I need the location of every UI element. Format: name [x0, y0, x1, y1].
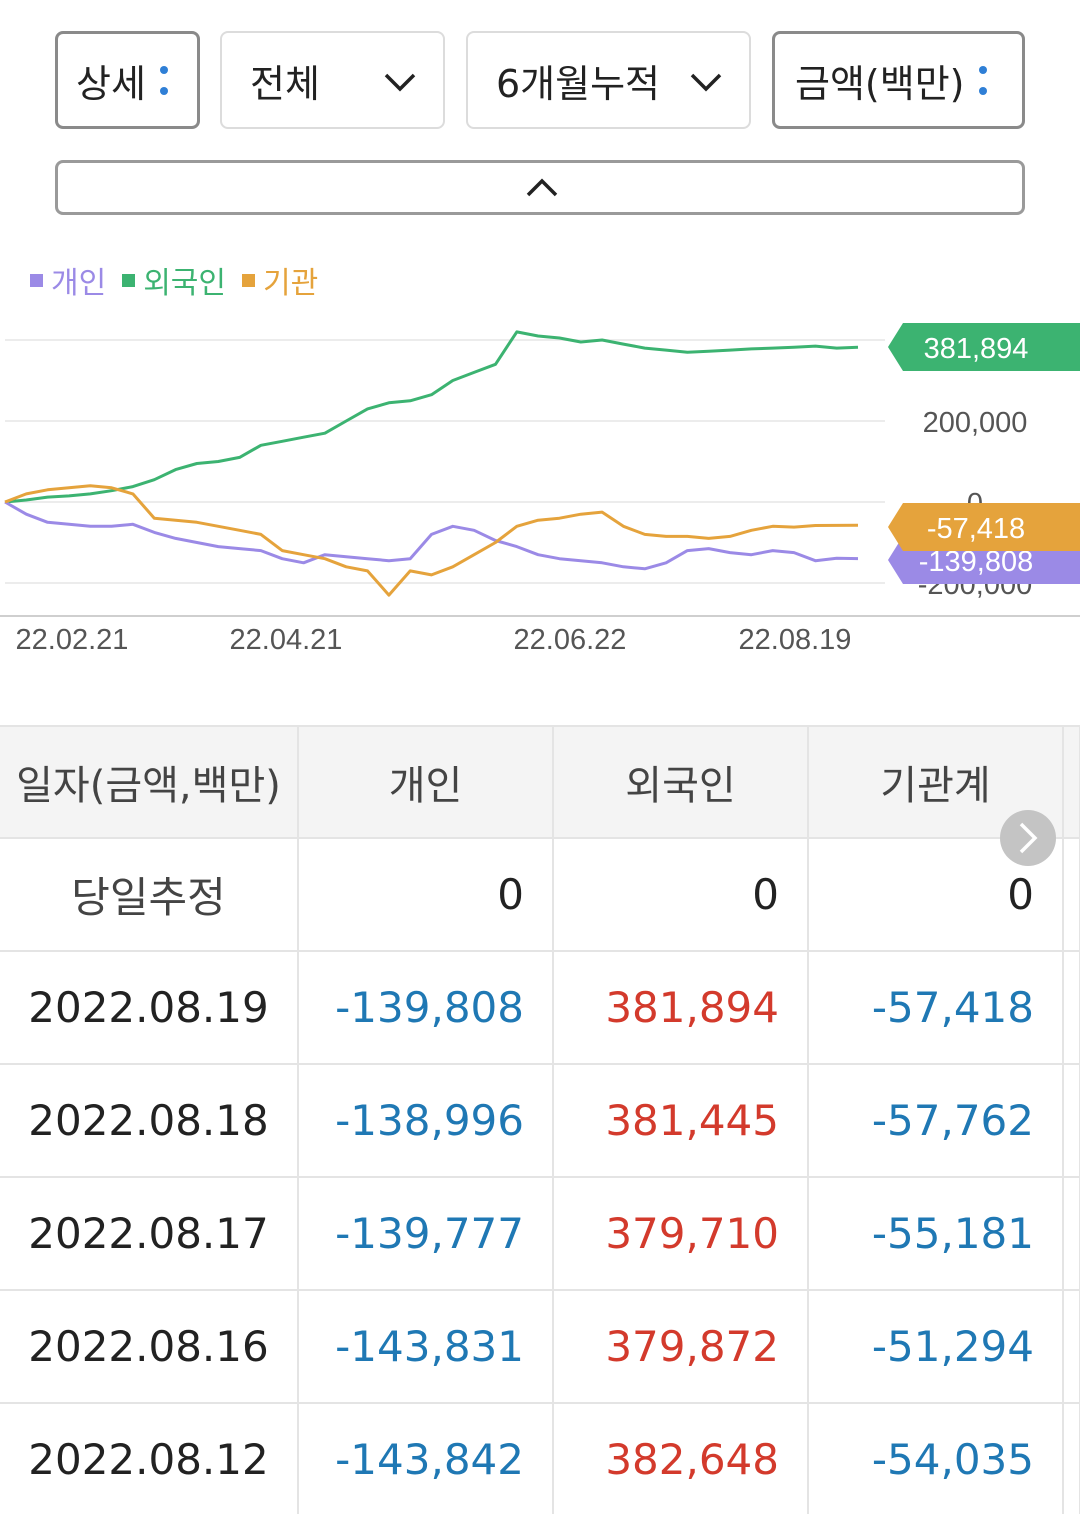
cell-date: 당일추정	[0, 838, 299, 952]
chart-legend: 개인 외국인 기관	[30, 258, 334, 302]
legend-item-individual[interactable]: 개인	[30, 258, 106, 302]
table-row: 2022.08.19 -139,808 381,894 -57,418	[0, 951, 1080, 1065]
cell-foreign: 0	[553, 838, 809, 952]
cell-filler	[1063, 1290, 1080, 1404]
cell-foreign: 379,710	[553, 1177, 809, 1291]
legend-swatch	[122, 273, 136, 287]
series-line[interactable]	[4, 500, 859, 571]
investor-table-container[interactable]: 일자(금액,백만) 개인 외국인 기관계 당일추정 0 0 0 2022.08.…	[0, 725, 1080, 1514]
cell-individual: -139,808	[298, 951, 554, 1065]
unit-menu-label: 금액(백만)	[795, 61, 965, 106]
cell-foreign: 381,894	[553, 951, 809, 1065]
x-tick-label: 22.02.21	[16, 624, 129, 656]
period-select-label: 6개월누적	[496, 61, 661, 106]
chevron-down-icon	[690, 73, 722, 92]
cell-date: 2022.08.17	[0, 1177, 299, 1291]
series-line[interactable]	[4, 330, 859, 504]
cell-date: 2022.08.18	[0, 1064, 299, 1178]
cell-individual: -143,842	[298, 1403, 554, 1514]
legend-item-foreign[interactable]: 외국인	[122, 258, 226, 302]
cell-institution: -54,035	[808, 1403, 1064, 1514]
period-select[interactable]: 6개월누적	[466, 31, 751, 129]
cell-foreign: 382,648	[553, 1403, 809, 1514]
unit-menu-button[interactable]: 금액(백만)	[772, 31, 1025, 129]
chevron-up-icon	[526, 178, 558, 197]
scroll-right-button[interactable]	[1000, 810, 1056, 866]
cell-institution: -51,294	[808, 1290, 1064, 1404]
cell-individual: -138,996	[298, 1064, 554, 1178]
cell-date: 2022.08.19	[0, 951, 299, 1065]
table-row: 2022.08.17 -139,777 379,710 -55,181	[0, 1177, 1080, 1291]
cell-filler	[1063, 951, 1080, 1065]
cell-foreign: 379,872	[553, 1290, 809, 1404]
detail-menu-button[interactable]: 상세	[55, 31, 200, 129]
x-tick-label: 22.08.19	[739, 624, 852, 656]
legend-swatch	[242, 273, 256, 287]
cell-filler	[1063, 1177, 1080, 1291]
cell-filler	[1063, 1064, 1080, 1178]
header-individual[interactable]: 개인	[298, 725, 554, 839]
last-value-label: -57,418	[927, 513, 1025, 545]
table-row: 2022.08.16 -143,831 379,872 -51,294	[0, 1290, 1080, 1404]
filter-bar: 상세 전체 6개월누적 금액(백만)	[0, 0, 1080, 230]
cell-institution: -57,762	[808, 1064, 1064, 1178]
table-row: 2022.08.12 -143,842 382,648 -54,035	[0, 1403, 1080, 1514]
investor-trend-chart[interactable]: 200,0000-200,00022.02.2122.04.2122.06.22…	[0, 300, 1080, 680]
y-tick-label: 200,000	[923, 407, 1028, 439]
x-tick-label: 22.04.21	[230, 624, 343, 656]
chevron-down-icon	[384, 73, 416, 92]
header-filler	[1063, 725, 1080, 839]
legend-swatch	[30, 273, 43, 287]
detail-menu-label: 상세	[76, 61, 146, 106]
legend-label: 외국인	[143, 266, 227, 301]
legend-label: 기관	[263, 266, 319, 301]
more-vertical-icon	[159, 65, 168, 95]
cell-filler	[1063, 1403, 1080, 1514]
header-date: 일자(금액,백만)	[0, 725, 299, 839]
header-foreign[interactable]: 외국인	[553, 725, 809, 839]
cell-filler	[1063, 838, 1080, 952]
cell-foreign: 381,445	[553, 1064, 809, 1178]
last-value-tag	[888, 323, 1080, 371]
table-row: 2022.08.18 -138,996 381,445 -57,762	[0, 1064, 1080, 1178]
cell-institution: -55,181	[808, 1177, 1064, 1291]
legend-item-institution[interactable]: 기관	[242, 258, 318, 302]
cell-institution: -57,418	[808, 951, 1064, 1065]
scope-select-label: 전체	[250, 61, 320, 106]
cell-date: 2022.08.16	[0, 1290, 299, 1404]
cell-individual: -143,831	[298, 1290, 554, 1404]
cell-date: 2022.08.12	[0, 1403, 299, 1514]
series-line[interactable]	[4, 484, 859, 597]
chevron-right-icon	[1019, 822, 1038, 854]
cell-individual: 0	[298, 838, 554, 952]
investor-table: 일자(금액,백만) 개인 외국인 기관계 당일추정 0 0 0 2022.08.…	[0, 725, 1080, 1514]
last-value-tag	[888, 503, 1080, 551]
last-value-label: 381,894	[924, 333, 1029, 365]
legend-label: 개인	[51, 266, 107, 301]
cell-individual: -139,777	[298, 1177, 554, 1291]
scope-select[interactable]: 전체	[220, 31, 445, 129]
more-vertical-icon	[978, 65, 987, 95]
collapse-toggle-button[interactable]	[55, 160, 1025, 215]
last-value-label: -139,808	[919, 546, 1034, 578]
x-tick-label: 22.06.22	[514, 624, 627, 656]
table-row-today: 당일추정 0 0 0	[0, 838, 1080, 952]
table-header-row: 일자(금액,백만) 개인 외국인 기관계	[0, 725, 1080, 839]
